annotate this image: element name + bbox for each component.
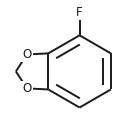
- Text: O: O: [22, 82, 32, 95]
- Text: O: O: [22, 48, 32, 61]
- Text: F: F: [76, 6, 83, 19]
